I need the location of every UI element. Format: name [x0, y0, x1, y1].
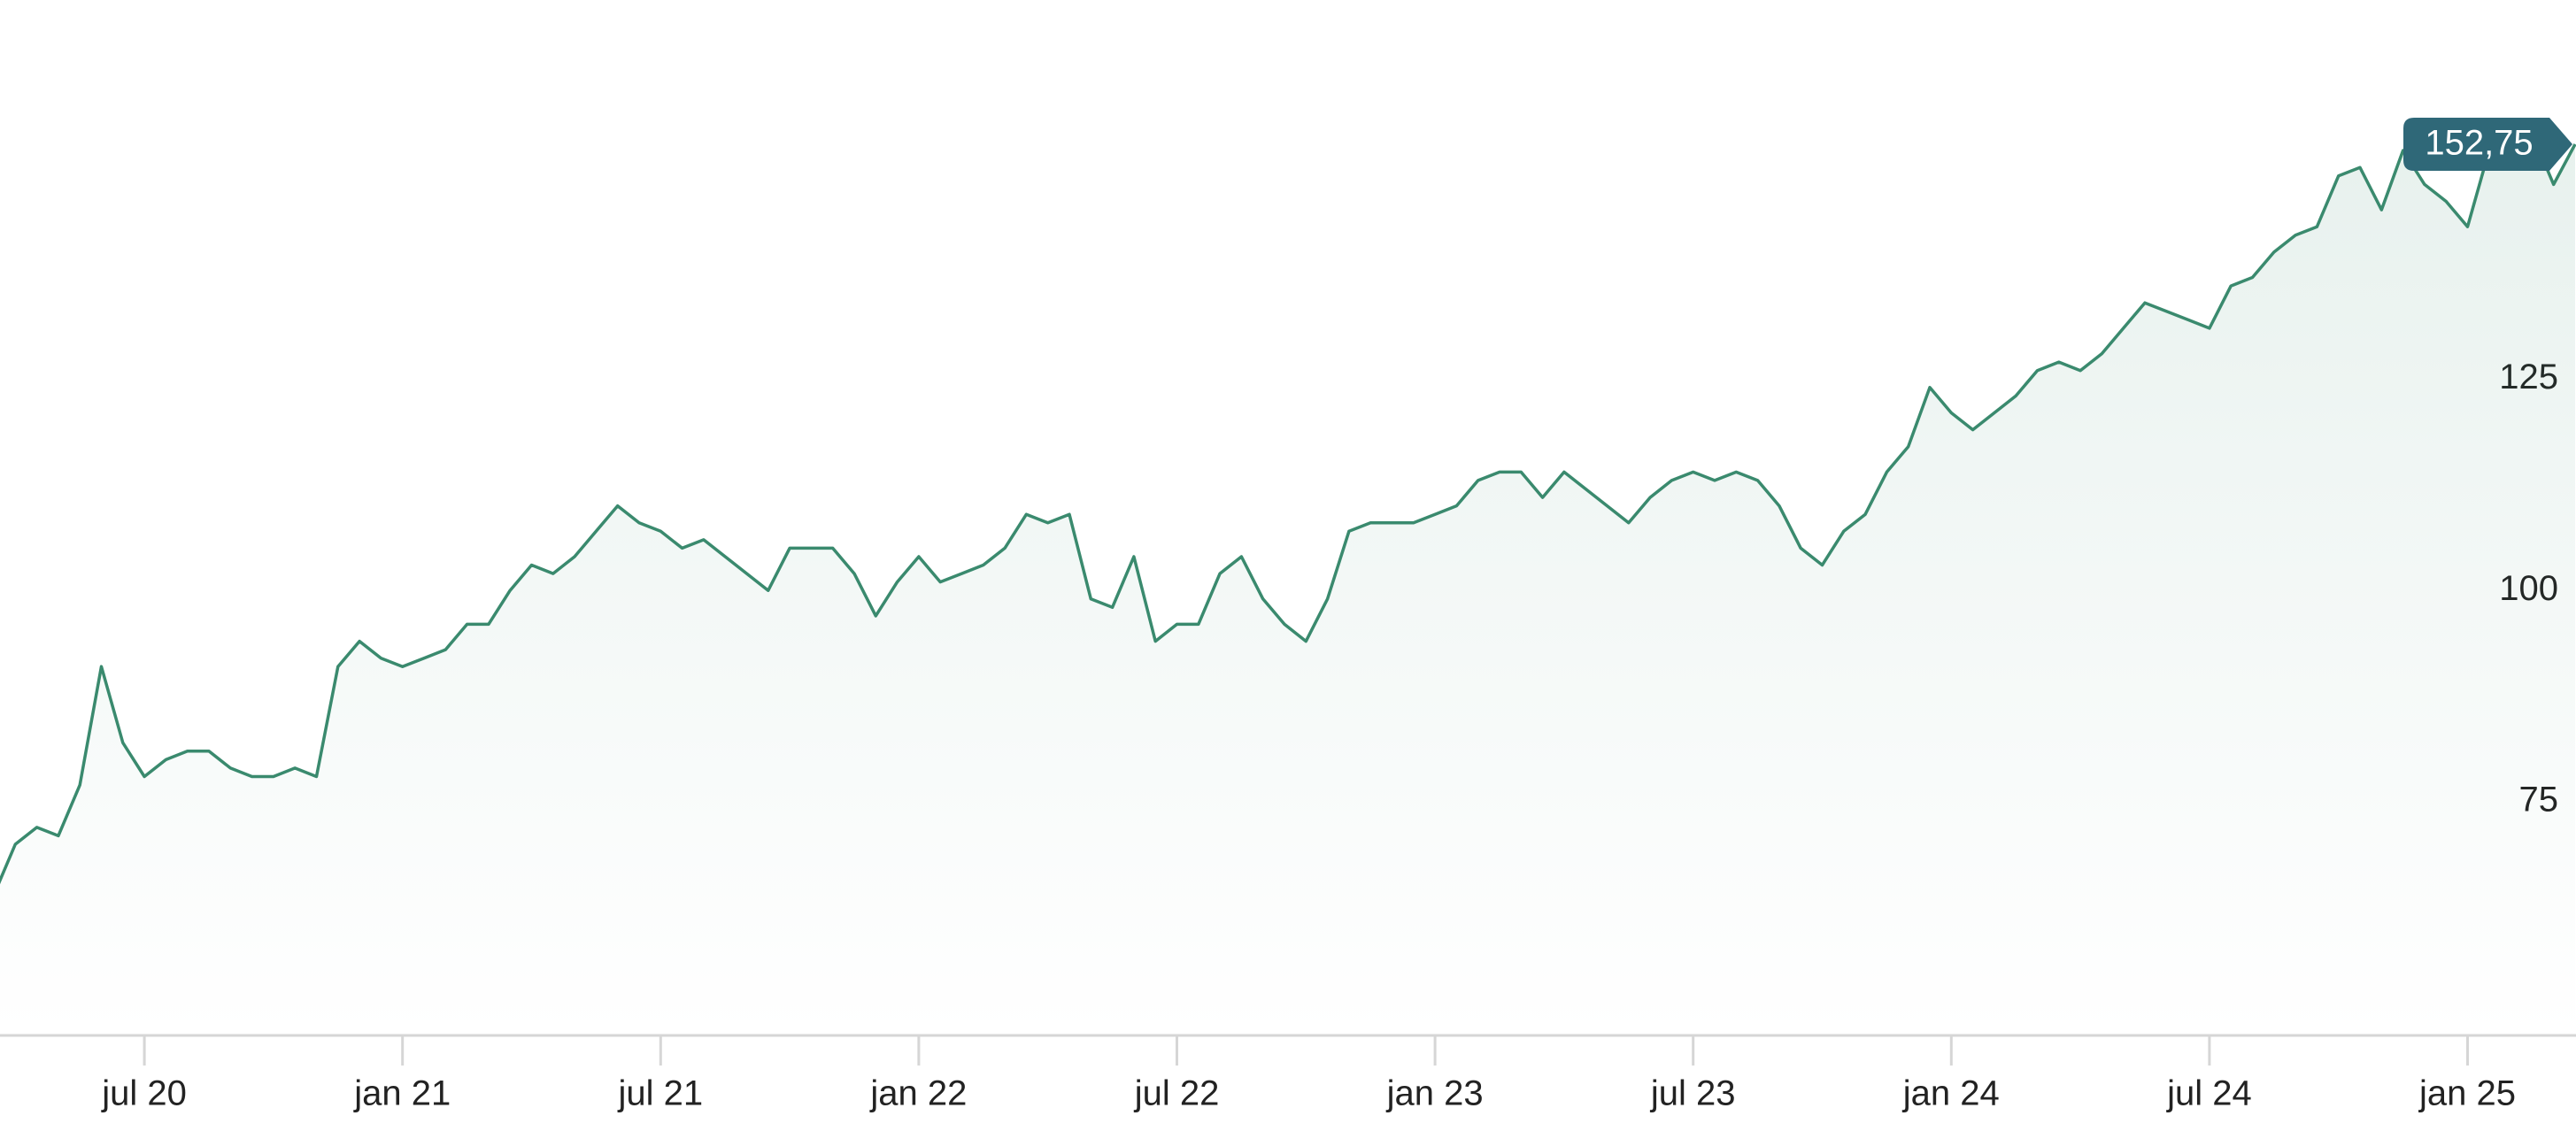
price-line	[0, 132, 2576, 885]
x-tick-label: jan 24	[1902, 1074, 2000, 1113]
x-tick-label: jul 21	[617, 1074, 703, 1113]
x-tick-label: jul 22	[1134, 1074, 1220, 1113]
price-tag-label: 152,75	[2425, 124, 2533, 163]
x-tick-label: jan 22	[869, 1074, 967, 1113]
x-tick-label: jan 23	[1386, 1074, 1484, 1113]
x-tick-label: jul 24	[2166, 1074, 2252, 1113]
x-tick-label: jul 20	[101, 1074, 187, 1113]
x-tick-label: jan 21	[353, 1074, 451, 1113]
price-tag	[2403, 117, 2572, 171]
x-tick-label: jul 23	[1650, 1074, 1736, 1113]
x-tick-label: jan 25	[2418, 1074, 2516, 1113]
area-fill	[0, 134, 2575, 1035]
